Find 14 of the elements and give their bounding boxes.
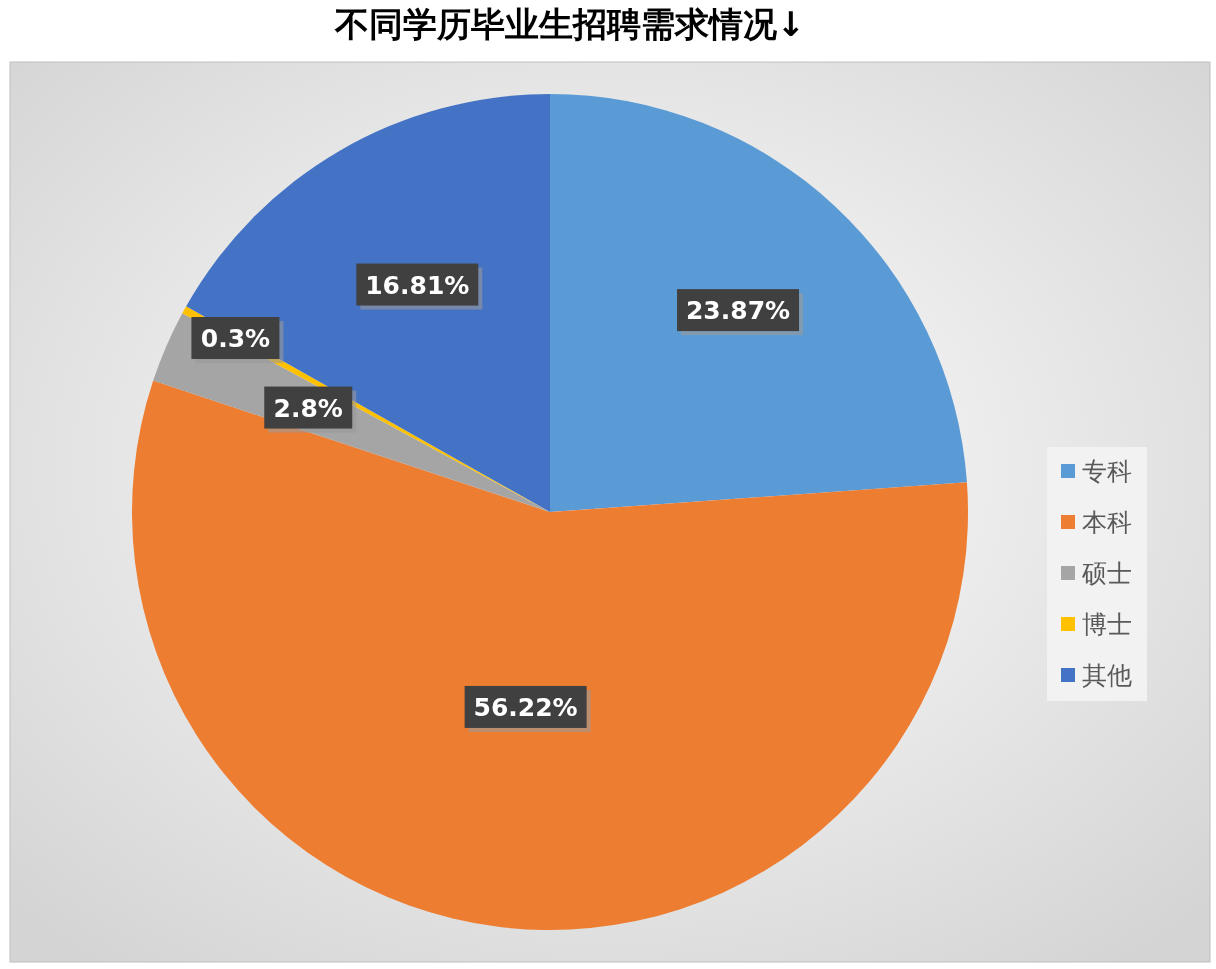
legend-label: 博士 — [1082, 610, 1132, 639]
data-label: 16.81% — [365, 270, 470, 300]
pie-slice — [550, 94, 967, 512]
legend-label: 其他 — [1082, 661, 1132, 690]
legend-label: 本科 — [1082, 508, 1132, 537]
data-label: 2.8% — [273, 393, 343, 423]
pie-slice — [186, 94, 550, 512]
legend-label: 专科 — [1082, 457, 1132, 486]
chart-title: 不同学历毕业生招聘需求情况↓ — [333, 4, 806, 44]
data-label: 0.3% — [200, 324, 271, 354]
data-label: 23.87% — [685, 296, 791, 326]
pie-slice — [132, 380, 968, 930]
legend-label: 硕士 — [1081, 559, 1132, 588]
data-label: 56.22% — [473, 692, 578, 722]
